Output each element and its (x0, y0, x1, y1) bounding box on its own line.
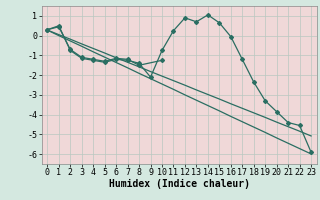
X-axis label: Humidex (Indice chaleur): Humidex (Indice chaleur) (109, 179, 250, 189)
